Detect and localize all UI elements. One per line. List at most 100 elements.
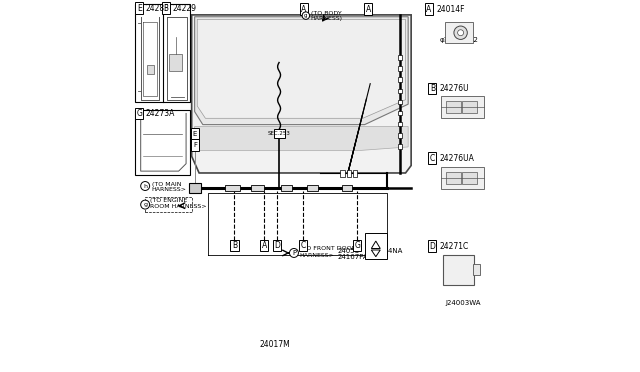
Text: D: D — [275, 241, 280, 250]
Bar — [462, 172, 477, 184]
Polygon shape — [195, 126, 408, 151]
Bar — [260, 240, 268, 251]
Bar — [135, 2, 143, 14]
Bar — [273, 129, 285, 138]
Text: HARNESS>: HARNESS> — [300, 253, 335, 259]
Bar — [135, 4, 190, 102]
Text: 24229: 24229 — [172, 4, 196, 13]
Text: 24283: 24283 — [146, 4, 170, 13]
Text: SEC.253: SEC.253 — [268, 131, 291, 136]
Polygon shape — [195, 17, 408, 125]
Text: P: P — [292, 250, 296, 256]
Bar — [445, 101, 461, 113]
Text: 24276UA: 24276UA — [440, 154, 475, 163]
Bar — [347, 170, 351, 177]
Bar — [307, 185, 318, 191]
Text: G: G — [136, 109, 142, 118]
Bar — [147, 65, 154, 74]
Bar — [441, 167, 484, 189]
Circle shape — [289, 248, 298, 257]
Bar — [425, 3, 433, 15]
Text: (TO MAIN: (TO MAIN — [152, 182, 181, 187]
Circle shape — [454, 26, 467, 39]
Bar — [445, 172, 461, 184]
Bar — [445, 22, 472, 43]
Bar — [230, 240, 239, 251]
Bar — [428, 152, 436, 164]
Bar — [398, 89, 402, 93]
Bar — [191, 139, 199, 151]
Text: (TO BODY: (TO BODY — [310, 10, 342, 16]
Circle shape — [141, 182, 150, 190]
Bar — [364, 3, 372, 15]
Text: 24014F: 24014F — [436, 5, 465, 14]
Text: HARNESS>: HARNESS> — [152, 187, 187, 192]
Bar — [398, 133, 402, 138]
Bar — [462, 101, 477, 113]
Text: 24167PA: 24167PA — [338, 254, 369, 260]
Text: J24003WA: J24003WA — [445, 300, 481, 306]
Bar — [353, 240, 362, 251]
Text: ROOM HARNESS>: ROOM HARNESS> — [150, 204, 207, 209]
Text: HARNESS): HARNESS) — [310, 16, 342, 21]
Bar — [299, 240, 307, 251]
Text: (TO ENGINE: (TO ENGINE — [150, 198, 188, 203]
Bar — [398, 144, 402, 149]
Polygon shape — [371, 241, 380, 248]
Text: 24017M: 24017M — [260, 340, 291, 349]
Bar — [365, 232, 387, 259]
Bar — [161, 2, 170, 14]
Text: E: E — [137, 4, 141, 13]
Bar — [135, 108, 143, 119]
Bar — [441, 96, 484, 118]
Bar — [398, 111, 402, 115]
Bar — [170, 54, 182, 71]
Text: E: E — [193, 131, 197, 137]
Bar — [428, 240, 436, 252]
Text: M6: M6 — [447, 23, 457, 29]
Bar — [473, 264, 480, 275]
Bar — [300, 3, 308, 15]
Text: φ13.5: φ13.5 — [440, 37, 460, 43]
Bar — [191, 128, 199, 140]
Text: 24271C: 24271C — [440, 242, 469, 251]
Bar — [225, 185, 240, 191]
Text: A: A — [365, 5, 371, 14]
Bar — [443, 255, 474, 285]
Text: g: g — [304, 13, 308, 18]
Bar — [340, 170, 345, 177]
Polygon shape — [371, 250, 380, 257]
Text: (TO FRONT DOOR: (TO FRONT DOOR — [300, 246, 355, 251]
Text: G: G — [355, 241, 360, 250]
Bar — [273, 240, 282, 251]
Bar — [398, 55, 402, 60]
Text: 24058: 24058 — [338, 248, 360, 254]
Text: A: A — [426, 5, 431, 14]
Text: A: A — [301, 5, 307, 14]
Text: F: F — [163, 4, 168, 13]
Bar — [398, 77, 402, 82]
Text: B: B — [232, 241, 237, 250]
Circle shape — [141, 200, 150, 209]
Text: g: g — [143, 202, 147, 207]
Text: 24273A: 24273A — [146, 109, 175, 118]
Text: 24276U: 24276U — [440, 84, 469, 93]
Bar — [428, 83, 436, 94]
Bar — [398, 122, 402, 126]
Text: 76884NA: 76884NA — [371, 248, 403, 254]
Bar — [281, 185, 292, 191]
Polygon shape — [197, 19, 406, 118]
Bar — [189, 183, 201, 193]
Bar — [135, 110, 190, 175]
Bar — [398, 66, 402, 71]
Text: D: D — [429, 242, 435, 251]
Text: B: B — [430, 84, 435, 93]
Text: C: C — [301, 241, 306, 250]
Text: A: A — [262, 241, 267, 250]
Bar — [251, 185, 264, 191]
Text: 12: 12 — [468, 37, 477, 43]
Bar — [398, 100, 402, 104]
Text: h: h — [143, 183, 147, 189]
Polygon shape — [191, 15, 411, 173]
Bar — [342, 185, 351, 191]
